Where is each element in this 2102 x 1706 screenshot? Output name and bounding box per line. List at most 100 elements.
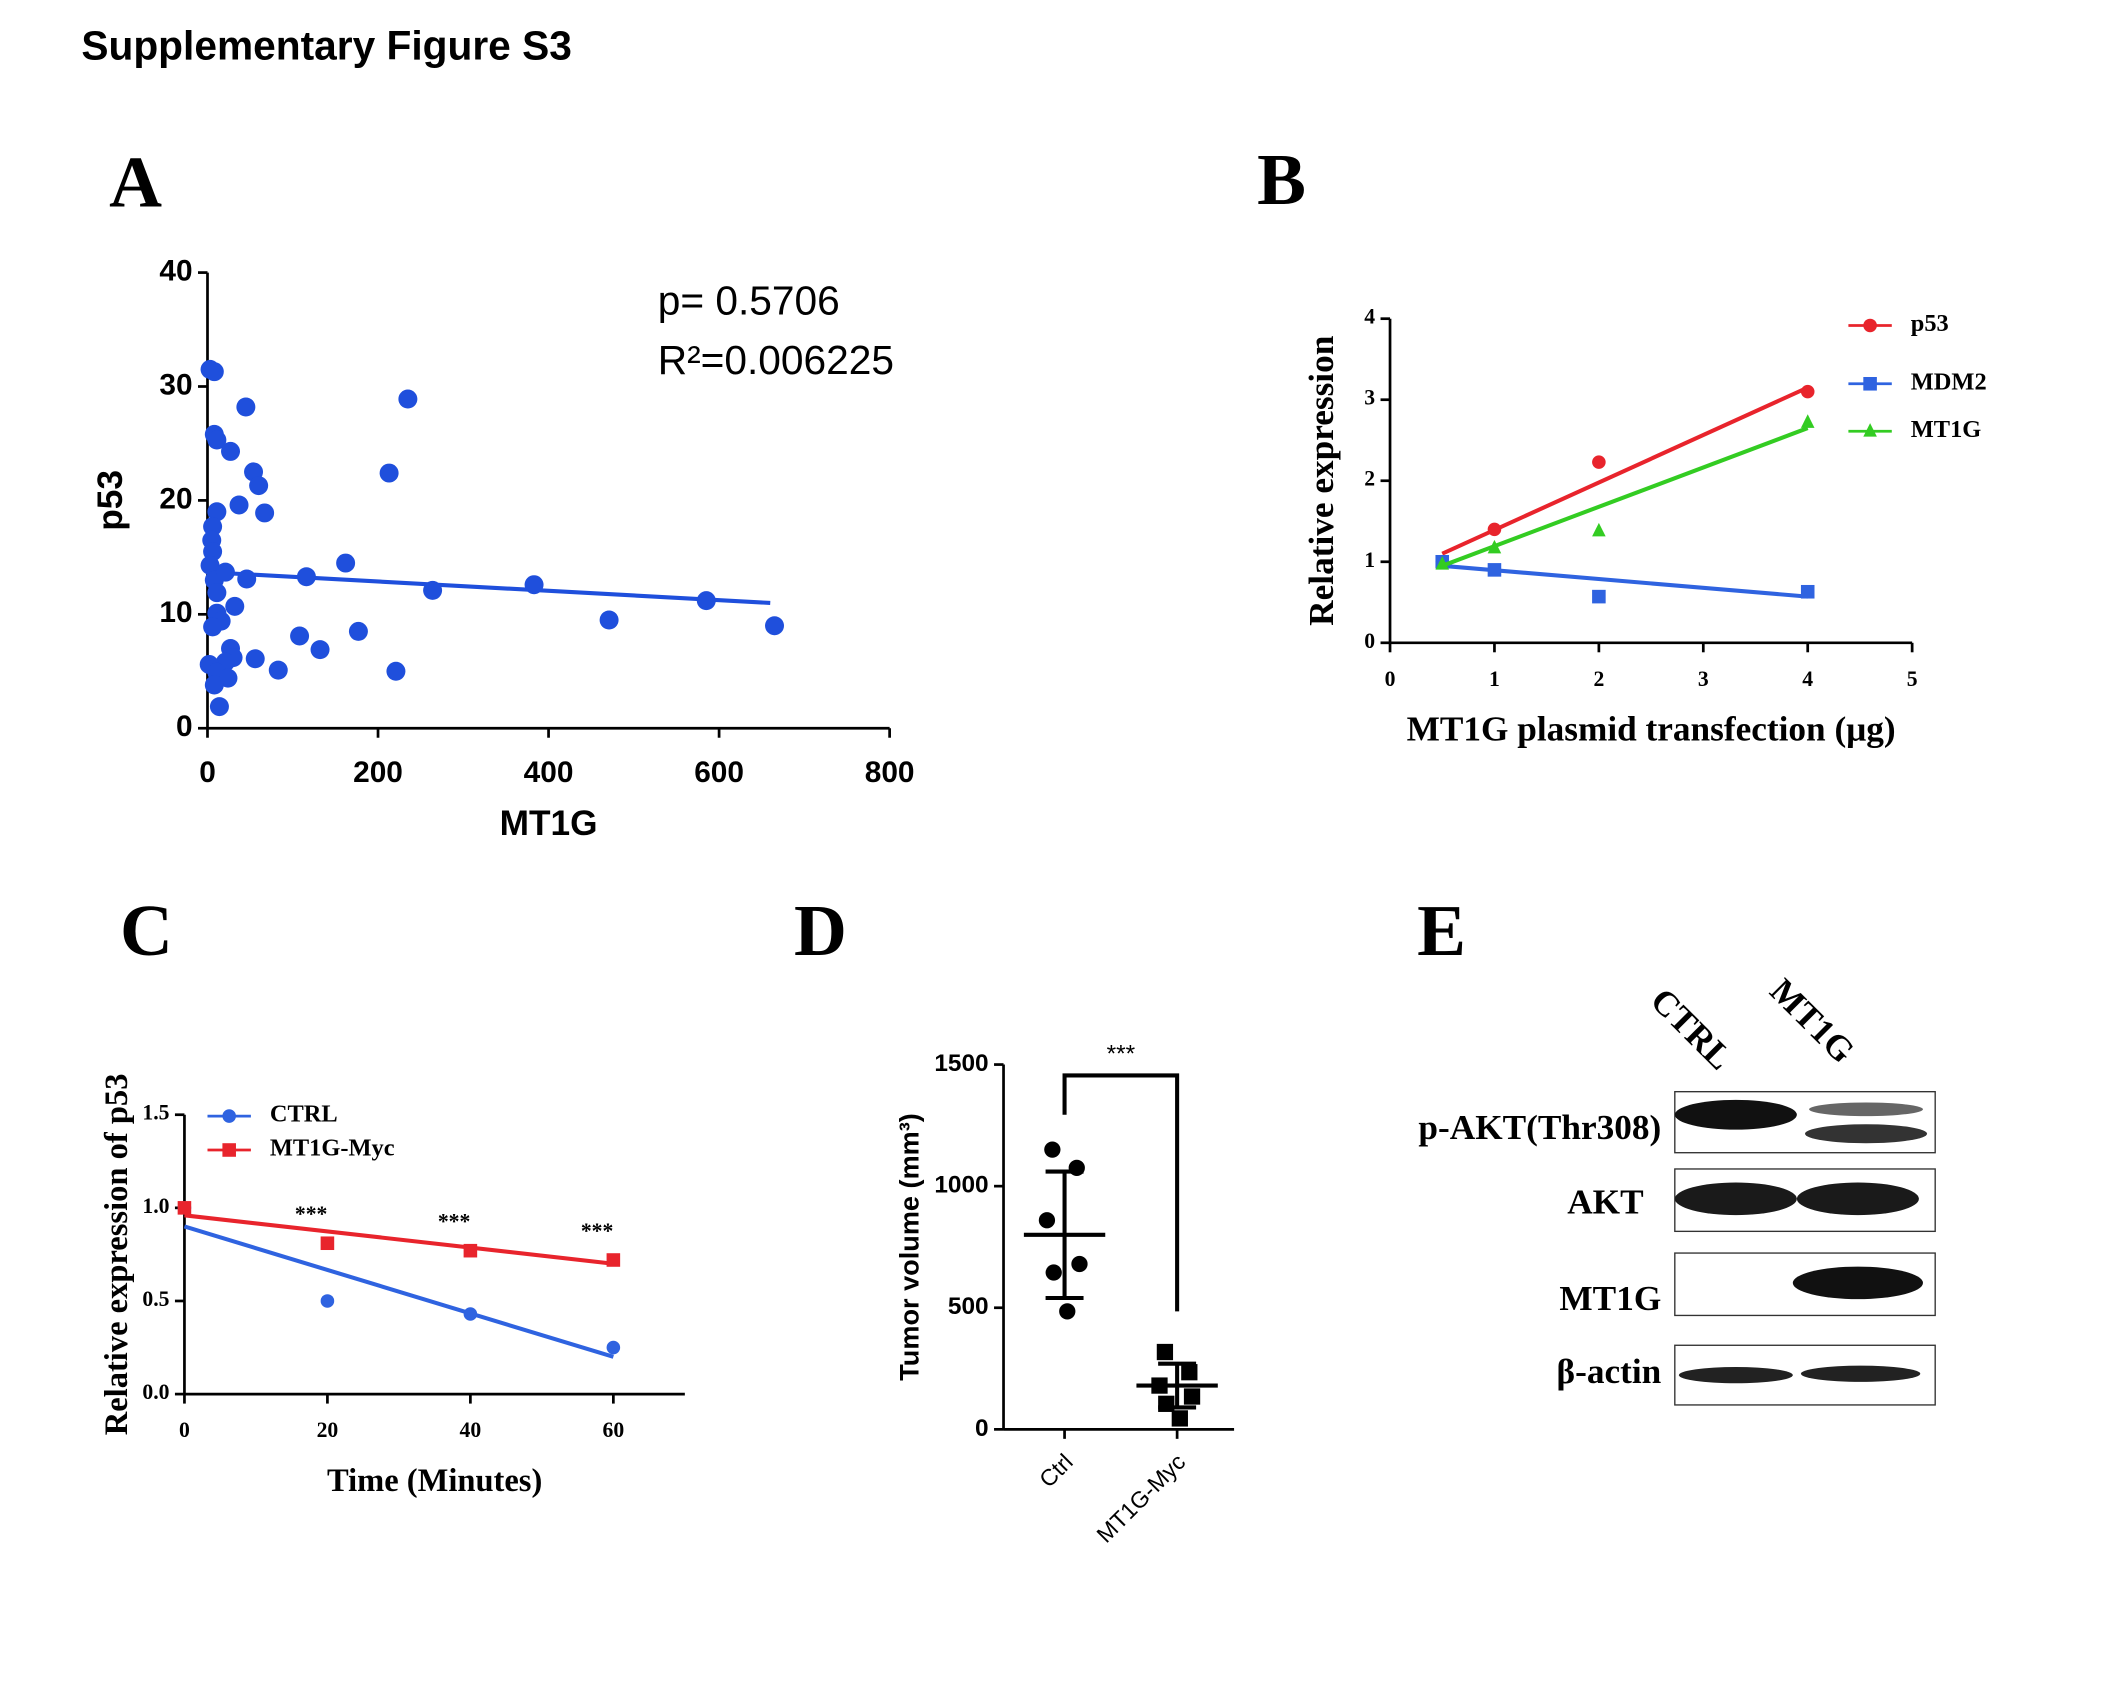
y-axis-label: p53 [91,470,130,531]
x-tick-label: 3 [1698,667,1709,691]
marker [203,517,223,537]
marker [245,649,265,669]
marker [1156,1343,1174,1361]
marker [310,640,330,660]
marker [268,660,288,680]
marker [1863,318,1877,333]
y-tick-label: 0.0 [142,1380,169,1404]
marker [225,596,245,616]
row-label: MT1G [1559,1279,1661,1318]
x-tick-label: 20 [317,1418,339,1442]
marker [204,675,224,695]
marker [177,1201,192,1215]
fit-line [1442,563,1808,599]
marker [348,621,368,641]
fit-line [1441,385,1809,556]
y-tick-label: 1 [1364,548,1375,572]
marker [290,626,310,646]
x-tick-label: 0 [199,756,216,789]
panel-letter: E [1417,890,1466,971]
marker [296,567,316,587]
marker [255,503,275,523]
marker [203,617,223,637]
y-tick-label: 40 [159,254,192,287]
marker [320,1294,335,1308]
panel-letter: B [1257,139,1306,220]
x-tick-label: 0 [1385,667,1396,691]
x-tick-label: 5 [1907,667,1918,691]
y-tick-label: 0 [176,710,193,743]
y-tick-label: 1000 [934,1172,988,1199]
x-tick-label: 800 [865,756,915,789]
marker [320,1236,335,1251]
y-tick-label: 2 [1364,467,1375,491]
x-tick-label: Ctrl [1034,1449,1078,1493]
marker [249,476,269,496]
blot-band [1674,1099,1797,1130]
marker [765,616,785,636]
marker [207,583,227,603]
marker [1487,563,1502,577]
marker [236,397,256,417]
marker [524,575,544,595]
y-tick-label: 1500 [934,1050,988,1077]
marker [222,1143,236,1157]
x-axis-label: MT1G plasmid transfection (μg) [1407,709,1896,748]
significance-bracket [1062,1073,1180,1312]
marker [606,1340,621,1355]
legend-label: CTRL [270,1101,338,1128]
y-tick-label: 10 [159,596,192,629]
western-blot [1674,1090,1936,1406]
marker [1045,1264,1062,1281]
marker [1863,423,1877,437]
marker [221,441,241,461]
x-axis-label: Time (Minutes) [327,1463,542,1499]
x-tick-label: 4 [1802,667,1813,691]
marker [1071,1255,1088,1273]
marker [599,610,619,630]
y-axis-label: Tumor volume (mm³) [893,1113,924,1381]
marker [1800,414,1815,428]
x-axis-label: MT1G [500,804,598,843]
marker [1487,522,1502,537]
y-axis-label: Relative expression of p53 [99,1074,135,1436]
row-label: AKT [1567,1183,1643,1222]
significance: *** [295,1202,328,1226]
marker [1592,522,1606,537]
marker [1435,556,1450,570]
fit-line [1441,426,1809,568]
marker [1038,1212,1056,1229]
row-label: β-actin [1557,1352,1662,1391]
blot-band [1805,1124,1928,1144]
legend-label: MT1G [1911,416,1982,443]
marker [379,463,399,483]
marker [463,1307,478,1321]
marker [398,389,418,409]
panel-letter: C [120,890,173,971]
y-tick-label: 30 [159,368,192,401]
panel-letter: D [794,890,847,971]
marker [1171,1410,1188,1427]
significance: *** [581,1219,614,1243]
marker [1044,1141,1061,1158]
marker [209,697,229,717]
y-tick-label: 3 [1364,386,1375,410]
marker [463,1243,478,1258]
x-tick-label: MT1G-Myc [1091,1449,1190,1548]
legend-label: p53 [1911,310,1949,337]
marker [336,553,356,573]
marker [606,1253,621,1267]
y-tick-label: 0 [1364,629,1375,653]
marker [207,502,227,522]
marker [1181,1364,1198,1381]
x-tick-label: 40 [460,1418,482,1442]
blot-band [1678,1366,1793,1384]
y-tick-label: 1.5 [142,1101,169,1125]
lane-label: CTRL [1643,981,1740,1078]
x-tick-label: 200 [353,756,403,789]
marker [207,430,227,450]
x-tick-label: 600 [694,756,744,789]
marker [200,555,220,575]
